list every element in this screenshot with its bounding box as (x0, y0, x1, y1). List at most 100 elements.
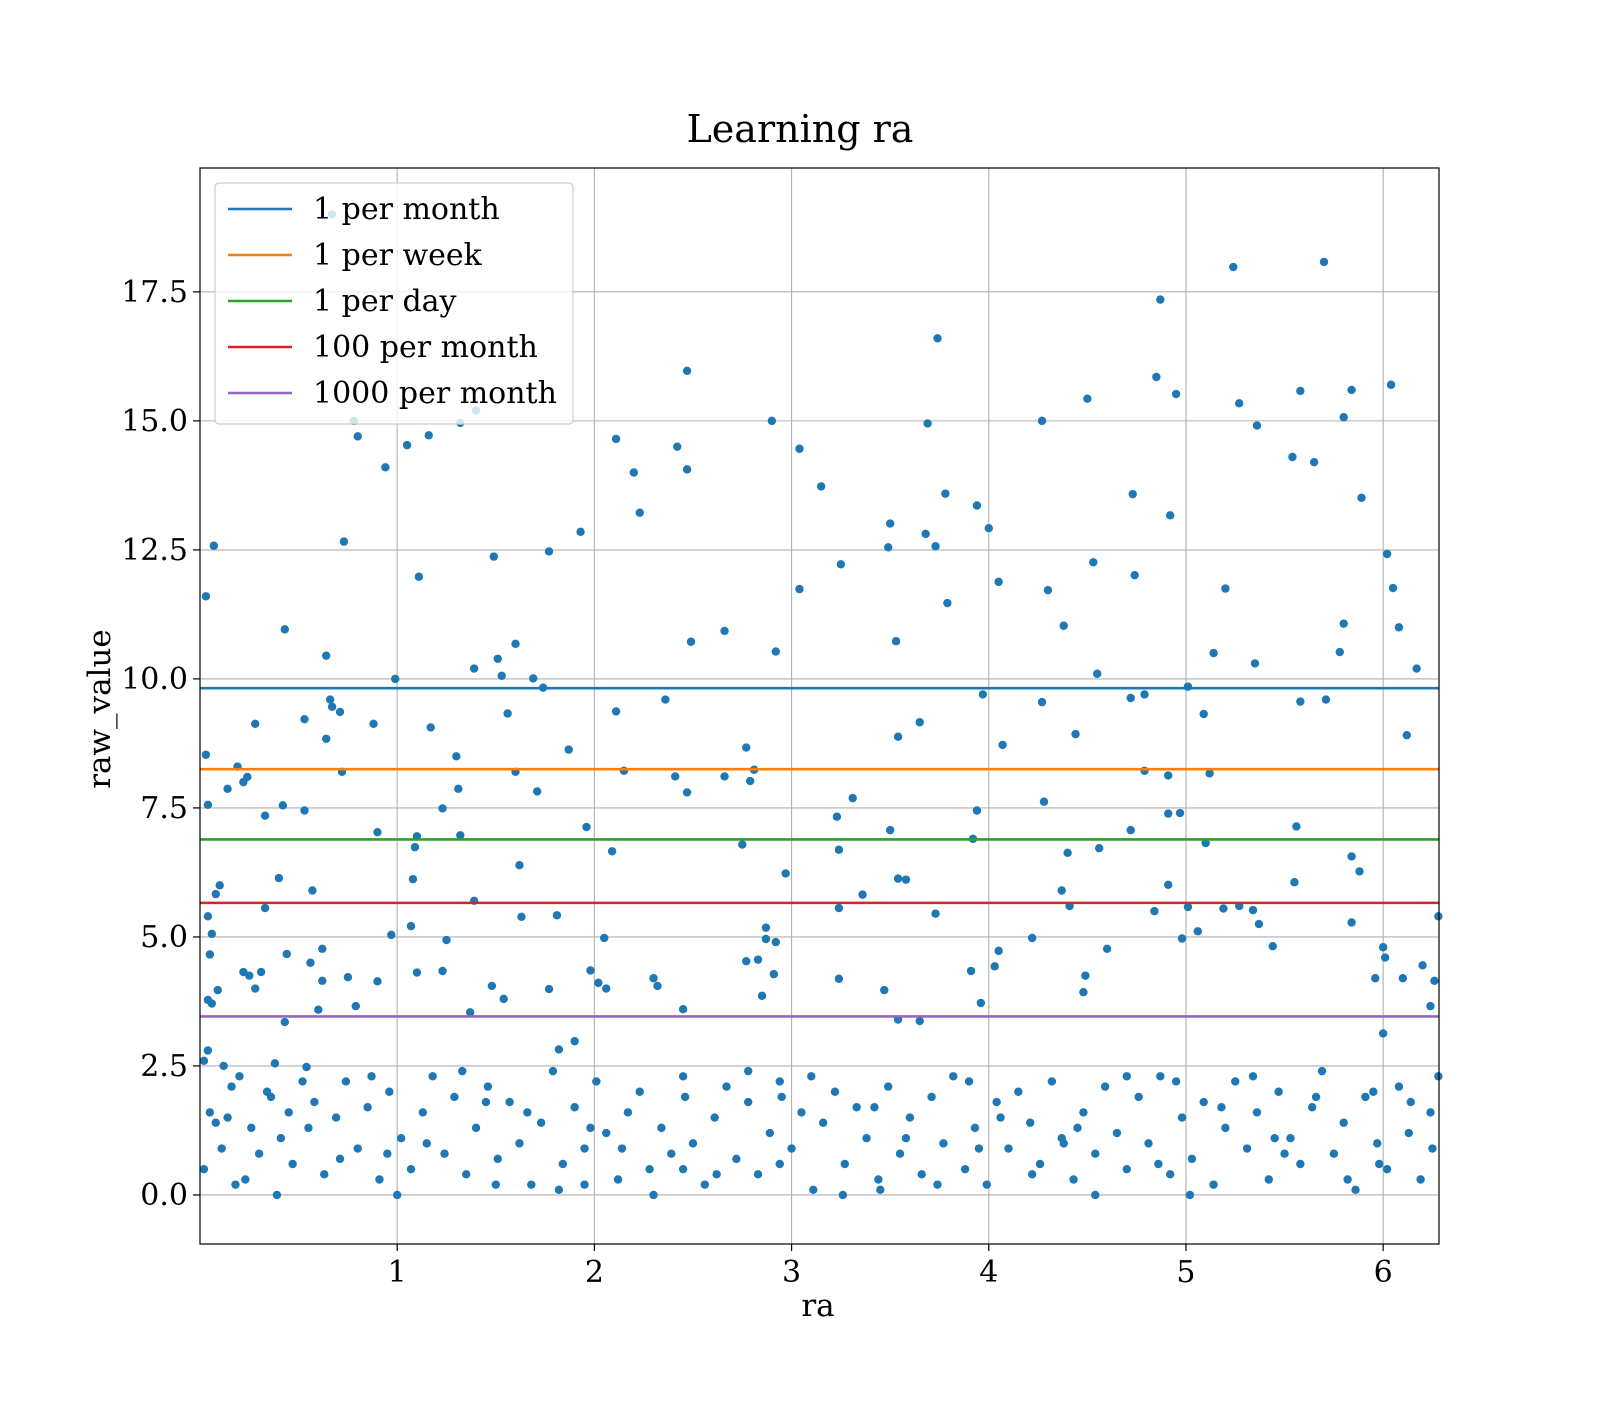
data-point (1288, 452, 1297, 462)
data-point (373, 827, 382, 837)
data-point (1171, 1077, 1181, 1086)
data-point (1394, 1082, 1404, 1091)
data-point (1150, 906, 1159, 916)
data-point (1175, 808, 1185, 818)
data-point (1290, 878, 1299, 887)
data-point (1388, 583, 1398, 593)
data-point (880, 985, 889, 995)
data-point (686, 637, 696, 646)
data-point (966, 966, 976, 976)
data-point (809, 1185, 818, 1195)
data-point (1177, 1113, 1187, 1122)
data-point (339, 537, 349, 546)
legend: 1 per month 1 per week 1 per day 100 per mo… (214, 182, 574, 425)
data-point (1373, 1139, 1382, 1148)
data-point (834, 974, 844, 983)
data-point (743, 1066, 753, 1076)
data-point (481, 1097, 491, 1107)
data-point (580, 1180, 589, 1189)
data-point (227, 1082, 236, 1091)
data-point (678, 1004, 688, 1014)
data-point (1369, 1087, 1378, 1096)
data-point (870, 1103, 879, 1112)
data-point (649, 974, 658, 983)
data-point (974, 1144, 984, 1153)
data-point (931, 542, 940, 551)
data-point (688, 1139, 698, 1148)
data-point (322, 734, 331, 743)
data-point (458, 1066, 467, 1076)
data-point (1063, 848, 1072, 858)
data-point (1307, 1103, 1317, 1112)
data-point (984, 524, 993, 533)
data-point (818, 1118, 828, 1127)
data-point (422, 1139, 431, 1148)
data-point (673, 442, 682, 451)
data-point (505, 1097, 514, 1107)
x-tick-label: 4 (979, 1255, 998, 1290)
data-point (838, 1190, 848, 1200)
data-point (300, 714, 309, 724)
data-point (1059, 621, 1068, 630)
data-point (414, 572, 424, 581)
data-point (964, 1077, 974, 1086)
data-point (834, 845, 844, 854)
data-point (1339, 619, 1348, 628)
data-point (1351, 1185, 1360, 1195)
legend-label: 1 per month (313, 192, 500, 227)
data-point (998, 740, 1007, 750)
data-point (939, 1139, 948, 1148)
data-point (905, 1113, 915, 1122)
data-point (1264, 1175, 1273, 1184)
data-point (1027, 1170, 1037, 1179)
data-point (582, 822, 591, 832)
data-point (424, 431, 433, 440)
data-point (992, 1097, 1001, 1107)
data-point (231, 1180, 240, 1189)
chart-title: Learning ra (687, 107, 914, 151)
data-point (1378, 943, 1388, 952)
y-tick-label: 15.0 (121, 404, 188, 439)
data-point (327, 702, 337, 711)
data-point (649, 1190, 658, 1200)
data-point (753, 1170, 763, 1179)
data-point (1329, 1149, 1339, 1158)
data-point (552, 911, 562, 920)
data-point (970, 1123, 980, 1133)
grid (200, 168, 1439, 1244)
data-point (282, 949, 291, 959)
data-point (893, 732, 903, 741)
data-point (1043, 585, 1053, 595)
data-point (369, 719, 378, 729)
data-point (680, 1092, 690, 1102)
data-point (465, 1008, 475, 1017)
data-point (1402, 730, 1412, 740)
data-point (383, 1149, 392, 1158)
data-point (1073, 1123, 1082, 1133)
x-tick-label: 1 (388, 1255, 407, 1290)
data-point (1268, 942, 1277, 951)
data-point (777, 1092, 786, 1102)
data-point (874, 1175, 883, 1184)
data-point (239, 777, 248, 787)
data-point (1347, 918, 1356, 927)
data-point (1371, 974, 1380, 983)
data-point (619, 766, 629, 775)
data-point (1089, 558, 1098, 567)
data-point (1219, 904, 1228, 913)
data-point (1217, 1103, 1226, 1112)
data-point (816, 482, 826, 491)
data-point (901, 875, 911, 884)
data-point (858, 890, 867, 899)
data-point (775, 1159, 784, 1169)
data-point (201, 750, 211, 759)
legend-label: 1 per week (313, 238, 483, 273)
data-point (341, 1077, 351, 1086)
data-point (396, 1134, 406, 1143)
data-point (511, 639, 520, 649)
data-point (544, 984, 554, 994)
data-point (661, 695, 670, 704)
data-point (742, 743, 751, 752)
data-point (1004, 1144, 1013, 1153)
data-point (1286, 1134, 1295, 1143)
